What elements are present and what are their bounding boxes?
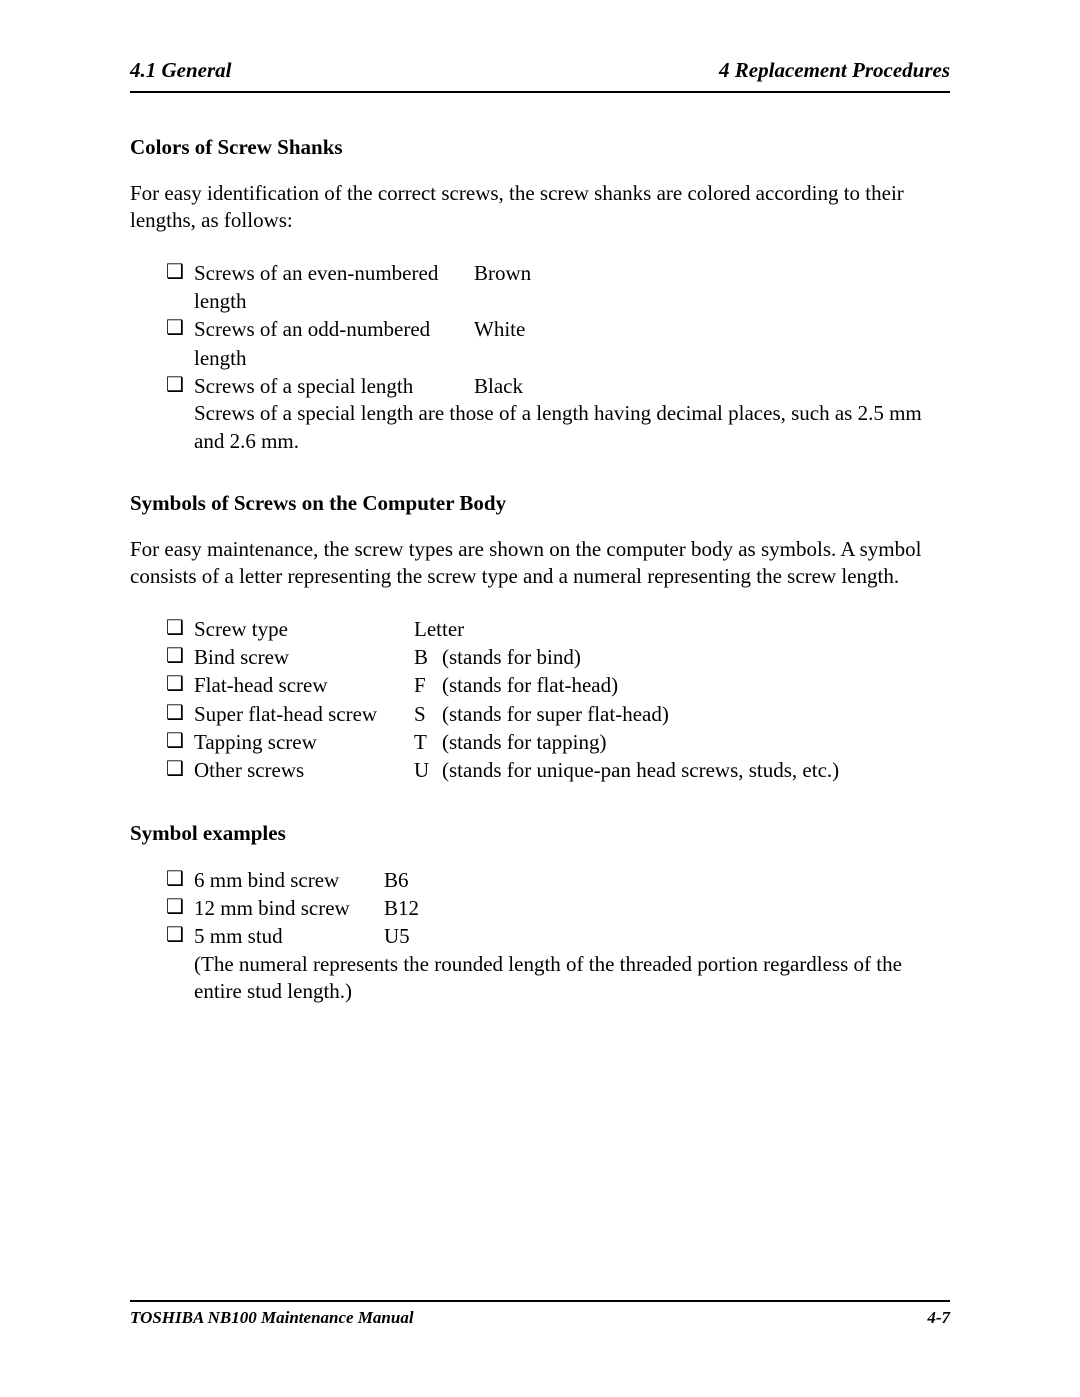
checkbox-icon: ❑ — [166, 315, 194, 342]
item-letter: Letter — [414, 615, 464, 643]
checkbox-icon: ❑ — [166, 671, 194, 698]
section3-list: ❑ 6 mm bind screw B6 ❑ 12 mm bind screw … — [166, 866, 950, 1006]
list-item: ❑ Screw type Letter — [166, 615, 950, 643]
item-label: 12 mm bind screw — [194, 894, 384, 922]
item-label: Screws of an even-numbered length — [194, 259, 474, 316]
checkbox-icon: ❑ — [166, 728, 194, 755]
checkbox-icon: ❑ — [166, 866, 194, 893]
list-item: ❑ Tapping screw T (stands for tapping) — [166, 728, 950, 756]
list-item: ❑ Screws of an odd-numbered length White — [166, 315, 950, 372]
item-value: Brown — [474, 259, 950, 316]
item-label: Flat-head screw — [194, 671, 414, 699]
list-item: ❑ 5 mm stud U5 (The numeral represents t… — [166, 922, 950, 1005]
item-label: Screws of an odd-numbered length — [194, 315, 474, 372]
list-item: ❑ 6 mm bind screw B6 — [166, 866, 950, 894]
page-body: 4.1 General 4 Replacement Procedures Col… — [130, 58, 950, 1041]
item-value: Black — [474, 372, 950, 400]
item-label: 6 mm bind screw — [194, 866, 384, 894]
item-value: B6 — [384, 866, 950, 894]
item-letter: F — [414, 671, 442, 699]
item-desc: (stands for unique-pan head screws, stud… — [442, 756, 950, 784]
item-letter: B — [414, 643, 442, 671]
item-desc: (stands for flat-head) — [442, 671, 950, 699]
item-value: B12 — [384, 894, 950, 922]
item-letter: U — [414, 756, 442, 784]
running-foot: TOSHIBA NB100 Maintenance Manual 4-7 — [130, 1300, 950, 1328]
running-head: 4.1 General 4 Replacement Procedures — [130, 58, 950, 93]
list-item: ❑ Flat-head screw F (stands for flat-hea… — [166, 671, 950, 699]
item-label: Super flat-head screw — [194, 700, 414, 728]
item-value: U5 — [384, 922, 950, 950]
list-item: ❑ Super flat-head screw S (stands for su… — [166, 700, 950, 728]
item-label: Other screws — [194, 756, 414, 784]
checkbox-icon: ❑ — [166, 756, 194, 783]
section1-title: Colors of Screw Shanks — [130, 135, 950, 160]
item-desc — [464, 615, 950, 643]
item-label: Screws of a special length — [194, 372, 474, 400]
item-label: Bind screw — [194, 643, 414, 671]
checkbox-icon: ❑ — [166, 922, 194, 949]
section2-title: Symbols of Screws on the Computer Body — [130, 491, 950, 516]
list-item: ❑ Other screws U (stands for unique-pan … — [166, 756, 950, 784]
item-label: Screw type — [194, 615, 414, 643]
list-item: ❑ Screws of an even-numbered length Brow… — [166, 259, 950, 316]
section3-title: Symbol examples — [130, 821, 950, 846]
section2-intro: For easy maintenance, the screw types ar… — [130, 536, 950, 591]
footer-right: 4-7 — [927, 1308, 950, 1328]
item-note: Screws of a special length are those of … — [194, 400, 950, 455]
item-label: Tapping screw — [194, 728, 414, 756]
list-item: ❑ 12 mm bind screw B12 — [166, 894, 950, 922]
item-desc: (stands for super flat-head) — [442, 700, 950, 728]
item-label: 5 mm stud — [194, 922, 384, 950]
section2-list: ❑ Screw type Letter ❑ Bind screw B (stan… — [166, 615, 950, 785]
section1-intro: For easy identification of the correct s… — [130, 180, 950, 235]
checkbox-icon: ❑ — [166, 894, 194, 921]
item-letter: S — [414, 700, 442, 728]
checkbox-icon: ❑ — [166, 615, 194, 642]
checkbox-icon: ❑ — [166, 643, 194, 670]
checkbox-icon: ❑ — [166, 372, 194, 399]
item-desc: (stands for tapping) — [442, 728, 950, 756]
footer-left: TOSHIBA NB100 Maintenance Manual — [130, 1308, 414, 1328]
item-value: White — [474, 315, 950, 372]
item-letter: T — [414, 728, 442, 756]
section1-list: ❑ Screws of an even-numbered length Brow… — [166, 259, 950, 455]
checkbox-icon: ❑ — [166, 259, 194, 286]
item-desc: (stands for bind) — [442, 643, 950, 671]
header-left: 4.1 General — [130, 58, 232, 83]
list-item: ❑ Bind screw B (stands for bind) — [166, 643, 950, 671]
list-item: ❑ Screws of a special length Black Screw… — [166, 372, 950, 455]
item-note: (The numeral represents the rounded leng… — [194, 951, 950, 1006]
checkbox-icon: ❑ — [166, 700, 194, 727]
header-right: 4 Replacement Procedures — [719, 58, 950, 83]
